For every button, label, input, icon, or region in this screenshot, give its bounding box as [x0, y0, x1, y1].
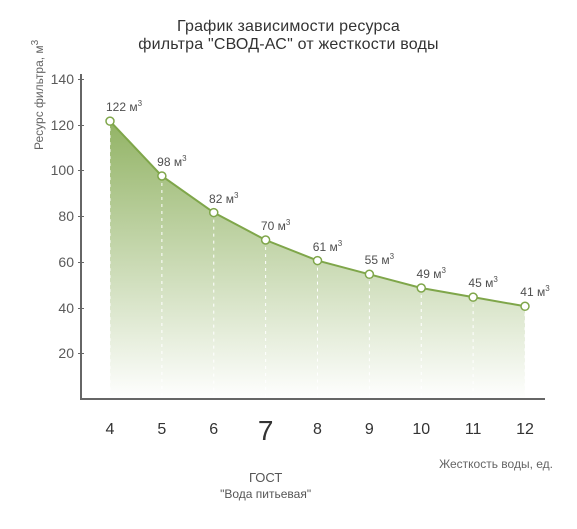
point-label: 49 м3	[417, 266, 446, 281]
x-tick: 10	[412, 421, 430, 439]
y-tick: 40	[40, 300, 74, 316]
point-label: 70 м3	[261, 218, 290, 233]
y-tick: 20	[40, 345, 74, 361]
x-axis	[80, 398, 545, 400]
gost-annotation: ГОСТ "Вода питьевая"	[176, 470, 356, 501]
y-tick: 100	[40, 162, 74, 178]
point-label: 82 м3	[209, 191, 238, 206]
x-tick: 6	[209, 421, 218, 439]
y-tick: 120	[40, 117, 74, 133]
point-label: 122 м3	[106, 99, 142, 114]
gost-line-2: "Вода питьевая"	[176, 487, 356, 501]
point-label: 45 м3	[468, 275, 497, 290]
x-tick: 12	[516, 421, 534, 439]
x-tick: 11	[465, 421, 482, 439]
x-tick: 9	[365, 421, 374, 439]
gost-line-1: ГОСТ	[249, 470, 282, 485]
point-label: 98 м3	[157, 154, 186, 169]
point-label: 61 м3	[313, 239, 342, 254]
x-tick: 8	[313, 421, 322, 439]
y-tick: 140	[40, 71, 74, 87]
point-label: 41 м3	[520, 284, 549, 299]
x-tick: 5	[157, 421, 166, 439]
y-tick: 80	[40, 208, 74, 224]
x-tick: 4	[106, 421, 115, 439]
point-label: 55 м3	[365, 252, 394, 267]
y-tick: 60	[40, 254, 74, 270]
y-axis	[80, 74, 82, 400]
x-tick-highlight: 7	[258, 415, 274, 447]
